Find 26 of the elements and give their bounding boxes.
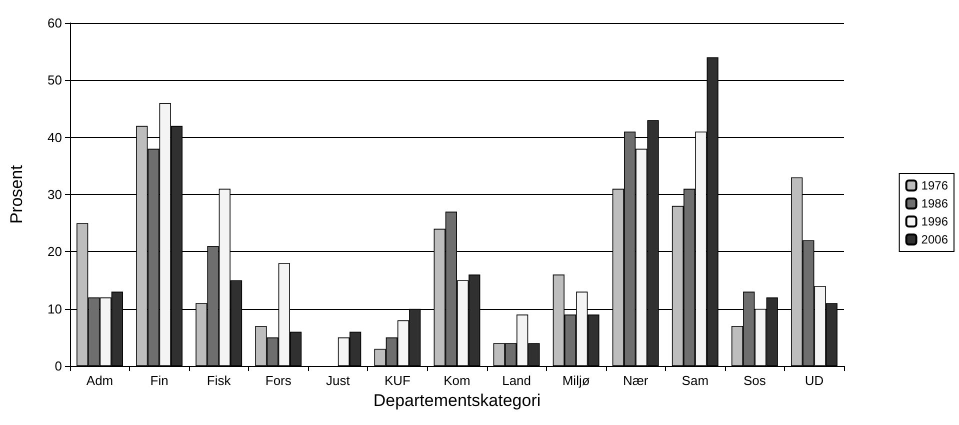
x-tick-label: Miljø (562, 373, 590, 388)
legend-label: 2006 (921, 232, 948, 246)
y-tick-label: 0 (54, 358, 62, 374)
x-tick-label: Kom (444, 373, 470, 388)
x-axis-title: Departementskategori (373, 390, 541, 410)
y-tick-label: 10 (48, 301, 62, 316)
x-tick-label: Nær (622, 373, 649, 388)
y-tick-label: 40 (48, 130, 62, 145)
y-tick-label: 60 (48, 16, 62, 30)
legend-label: 1996 (921, 214, 948, 228)
x-tick-label: Fors (265, 373, 292, 388)
x-tick-label: Just (326, 373, 350, 388)
y-tick-label: 50 (48, 72, 62, 88)
y-axis-title: Prosent (7, 164, 26, 224)
x-tick-label: Sam (682, 373, 709, 388)
x-tick-label: Fin (150, 373, 168, 388)
x-tick-label: KUF (384, 373, 411, 388)
x-tick-label: UD (804, 373, 824, 388)
y-tick-label: 20 (48, 244, 62, 260)
x-tick-label: Fisk (206, 373, 232, 388)
legend-label: 1976 (921, 178, 948, 192)
y-tick-label: 30 (48, 187, 62, 202)
legend-label: 1986 (921, 196, 948, 210)
x-tick-label: Adm (86, 373, 114, 388)
x-tick-label: Land (502, 373, 531, 388)
x-tick-label: Sos (743, 373, 766, 388)
